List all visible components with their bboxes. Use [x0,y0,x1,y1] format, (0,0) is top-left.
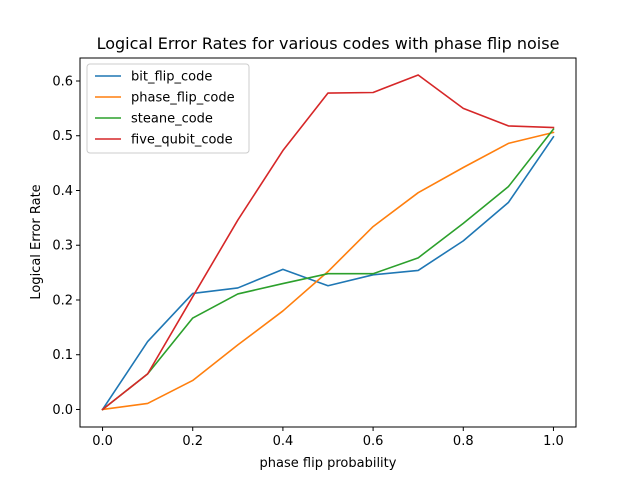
x-tick-label: 0.0 [92,434,113,449]
legend-label-five-qubit-code: five_qubit_code [131,133,233,148]
x-tick-label: 0.8 [453,434,474,449]
y-tick-label: 0.3 [52,239,73,254]
series-line-steane-code [101,128,555,411]
y-tick-label: 0.6 [52,74,73,89]
x-tick-label: 0.2 [182,434,203,449]
y-tick-label: 0.5 [52,129,73,144]
plot-frame [79,57,577,428]
x-tick-label: 0.6 [363,434,384,449]
x-axis-ticks: 0.0 0.2 0.4 0.6 0.8 1.0 [92,427,564,449]
y-tick-label: 0.4 [52,184,73,199]
series-line-bit-flip-code [101,135,555,411]
y-tick-label: 0.1 [52,348,73,363]
legend: bit_flip_code phase_flip_code steane_codef… [86,63,250,154]
x-axis-label: phase flip probability [260,456,397,471]
y-tick-label: 0.0 [52,403,73,418]
legend-box [86,63,250,154]
y-tick-label: 0.2 [52,293,73,308]
series-lines [101,74,555,411]
series-line-five-qubit-code [101,74,555,411]
legend-label-bit-flip-code: bit_flip_code [131,70,212,85]
legend-label-steane-code: steane_code [131,112,213,127]
legend-label-phase-flip-code: phase_flip_code [131,91,235,106]
y-axis-label: Logical Error Rate [29,184,44,299]
x-tick-label: 1.0 [543,434,564,449]
chart-title: Logical Error Rates for various codes wi… [97,34,560,53]
y-axis-ticks: 0.0 0.1 0.2 0.3 0.4 0.5 0.6 [52,74,80,418]
series-line-phase-flip-code [101,131,555,411]
x-tick-label: 0.4 [273,434,294,449]
